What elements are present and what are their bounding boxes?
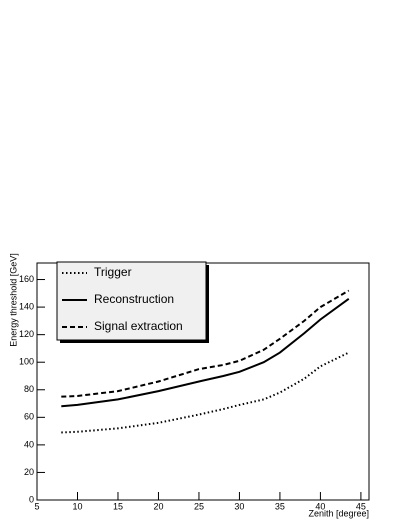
y-tick-label: 160 [19, 274, 34, 284]
y-tick-label: 0 [29, 494, 34, 504]
y-tick-label: 80 [24, 384, 34, 394]
x-tick-label: 20 [153, 501, 163, 511]
y-tick-label: 20 [24, 467, 34, 477]
series-line [61, 351, 350, 434]
x-tick-label: 35 [275, 501, 285, 511]
legend-label: Signal extraction [94, 319, 183, 333]
y-axis-label: Energy threshold [GeV] [8, 253, 18, 347]
x-tick-label: 25 [194, 501, 204, 511]
x-tick-label: 45 [356, 501, 366, 511]
x-axis-label: Zenith [degree] [308, 508, 369, 518]
series-line [61, 289, 350, 398]
x-tick-label: 30 [234, 501, 244, 511]
y-tick-label: 40 [24, 439, 34, 449]
x-tick-label: 5 [34, 501, 39, 511]
x-tick-label: 10 [72, 501, 82, 511]
legend-label: Reconstruction [94, 292, 174, 306]
x-tick-label: 15 [113, 501, 123, 511]
x-tick-label: 40 [315, 501, 325, 511]
y-tick-label: 120 [19, 329, 34, 339]
y-tick-label: 140 [19, 301, 34, 311]
y-tick-label: 100 [19, 357, 34, 367]
legend-label: Trigger [94, 265, 132, 279]
y-tick-label: 60 [24, 412, 34, 422]
series-line [61, 298, 350, 408]
